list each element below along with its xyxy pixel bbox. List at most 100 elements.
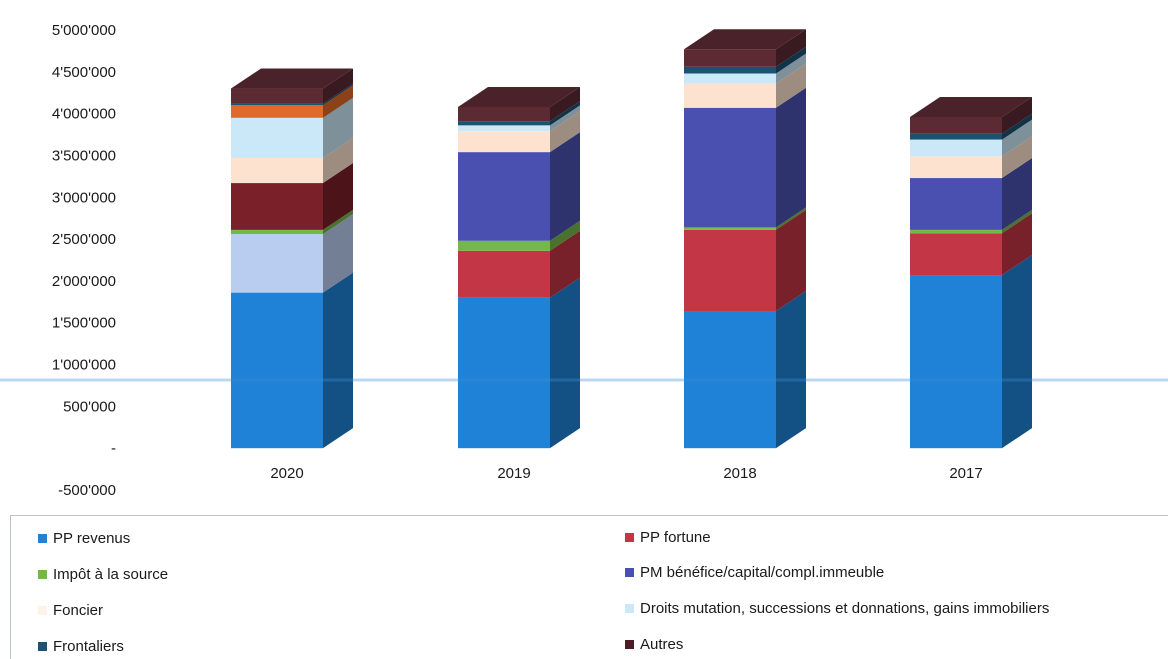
legend-swatch <box>625 640 634 649</box>
bar-segment-side <box>323 85 353 118</box>
bar-segment-side <box>550 86 580 122</box>
bar-segment <box>231 183 323 230</box>
legend-item-pm-benefice: PM bénéfice/capital/compl.immeuble <box>625 564 884 581</box>
bar-segment-side <box>550 101 580 126</box>
bar-top-face <box>910 96 1032 117</box>
bar-segment <box>458 121 550 126</box>
bar-segment <box>684 49 776 67</box>
stacked-3d-bar-chart: 5'000'000 4'500'000 4'000'000 3'500'000 3'00… <box>0 22 1168 499</box>
bar-top-face <box>458 86 580 107</box>
bar-segment <box>458 125 550 132</box>
legend-swatch <box>38 534 47 543</box>
bar-segment-side <box>323 209 353 235</box>
bar-segment <box>458 250 550 298</box>
bar-segment-side <box>776 291 806 449</box>
legend-swatch <box>38 570 47 579</box>
y-tick-label: 1'500'000 <box>52 315 116 332</box>
bar-segment <box>231 105 323 118</box>
bar-segment <box>231 229 323 235</box>
legend-swatch <box>625 604 634 613</box>
bar-segment <box>684 83 776 108</box>
bar-segment <box>910 116 1002 134</box>
bar-segment-side <box>776 46 806 74</box>
legend-item-foncier: Foncier <box>38 602 103 619</box>
y-tick-label: 4'000'000 <box>52 106 116 123</box>
legend-item-droits-mutation: Droits mutation, successions et donnatio… <box>625 600 1049 617</box>
bar-segment <box>231 117 323 158</box>
bar-segment <box>910 139 1002 157</box>
bar-segment <box>910 178 1002 230</box>
bar-2018 <box>684 29 806 449</box>
x-category-label: 2017 <box>949 465 982 482</box>
bar-segment-side <box>323 68 353 104</box>
bar-segment-side <box>323 83 353 106</box>
bar-segment <box>684 227 776 230</box>
y-axis-ticks: 5'000'000 4'500'000 4'000'000 3'500'000 3'00… <box>52 22 116 499</box>
bar-segment <box>231 292 323 449</box>
y-tick-label: 3'000'000 <box>52 189 116 206</box>
bar-segment-side <box>550 230 580 298</box>
bar-segment-side <box>323 97 353 158</box>
bar-segment-side <box>776 29 806 67</box>
bar-segment-side <box>1002 158 1032 230</box>
bar-segment-side <box>1002 213 1032 276</box>
bar-segment <box>910 233 1002 276</box>
bar-segment <box>684 229 776 312</box>
bar-segment <box>458 240 550 251</box>
bar-segment <box>231 234 323 293</box>
y-tick-label: 4'500'000 <box>52 64 116 81</box>
legend-label: PM bénéfice/capital/compl.immeuble <box>640 564 885 581</box>
x-category-label: 2018 <box>723 465 756 482</box>
bar-segment <box>910 133 1002 140</box>
bar-segment <box>458 152 550 241</box>
bar-segment-side <box>776 63 806 108</box>
legend-label: Foncier <box>53 602 104 619</box>
y-tick-label: 2'500'000 <box>52 231 116 248</box>
y-tick-label: 500'000 <box>63 398 116 415</box>
y-tick-label: - <box>111 440 116 457</box>
bar-2017 <box>910 96 1032 449</box>
legend-label: Autres <box>640 636 684 653</box>
legend-label: Droits mutation, successions et donnatio… <box>640 600 1050 617</box>
legend-item-impot-source: Impôt à la source <box>38 566 168 583</box>
legend-label: Impôt à la source <box>53 566 169 583</box>
legend-label: PP revenus <box>53 530 131 547</box>
bar-2020 <box>231 68 353 449</box>
legend: PP revenus PP fortune Impôt à la source … <box>10 515 1168 659</box>
legend-item-autres: Autres <box>625 636 683 653</box>
bar-segment <box>910 156 1002 179</box>
bar-segment <box>231 103 323 106</box>
bars-group <box>231 29 1032 449</box>
y-tick-label: 2'000'000 <box>52 273 116 290</box>
bar-segment-side <box>1002 119 1032 157</box>
bar-segment <box>910 229 1002 234</box>
bar-segment <box>231 157 323 184</box>
bar-segment-side <box>550 220 580 251</box>
bar-segment-side <box>550 105 580 132</box>
bar-segment-side <box>550 132 580 241</box>
legend-item-frontaliers: Frontaliers <box>38 638 124 655</box>
bar-segment-side <box>776 209 806 312</box>
bar-segment <box>684 66 776 74</box>
bar-segment <box>684 107 776 228</box>
bar-segment-side <box>323 137 353 184</box>
bar-segment-side <box>776 207 806 230</box>
bar-segment <box>684 73 776 84</box>
y-tick-label: 1'000'000 <box>52 357 116 374</box>
bar-segment <box>458 131 550 153</box>
x-category-label: 2020 <box>270 465 303 482</box>
x-axis-labels: 2020 2019 2018 2017 <box>270 465 982 482</box>
legend-item-pp-fortune: PP fortune <box>625 529 711 546</box>
bar-segment-side <box>550 277 580 449</box>
bar-segment-side <box>323 163 353 230</box>
legend-swatch <box>38 642 47 651</box>
bar-segment-side <box>1002 96 1032 134</box>
legend-item-pp-revenus: PP revenus <box>38 530 130 547</box>
bar-segment-side <box>1002 136 1032 179</box>
legend-label: Frontaliers <box>53 638 124 655</box>
bar-top-face <box>231 68 353 89</box>
bar-segment <box>458 106 550 122</box>
legend-swatch <box>625 568 634 577</box>
bar-segment-side <box>1002 113 1032 140</box>
